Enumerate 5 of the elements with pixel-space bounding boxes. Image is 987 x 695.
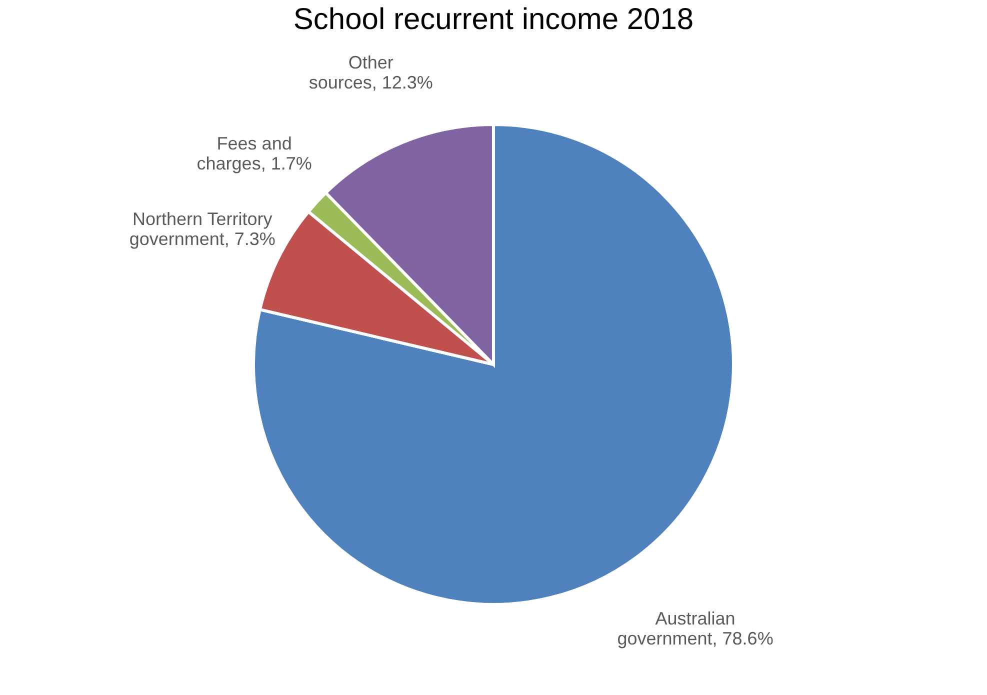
slice-label: Fees and charges, 1.7% — [196, 133, 312, 174]
chart-title: School recurrent income 2018 — [293, 3, 694, 36]
slice-label: Australian government, 78.6% — [617, 608, 774, 648]
slice-label: Other sources, 12.3% — [308, 52, 433, 93]
slice-label: Northern Territory government, 7.3% — [129, 209, 276, 250]
